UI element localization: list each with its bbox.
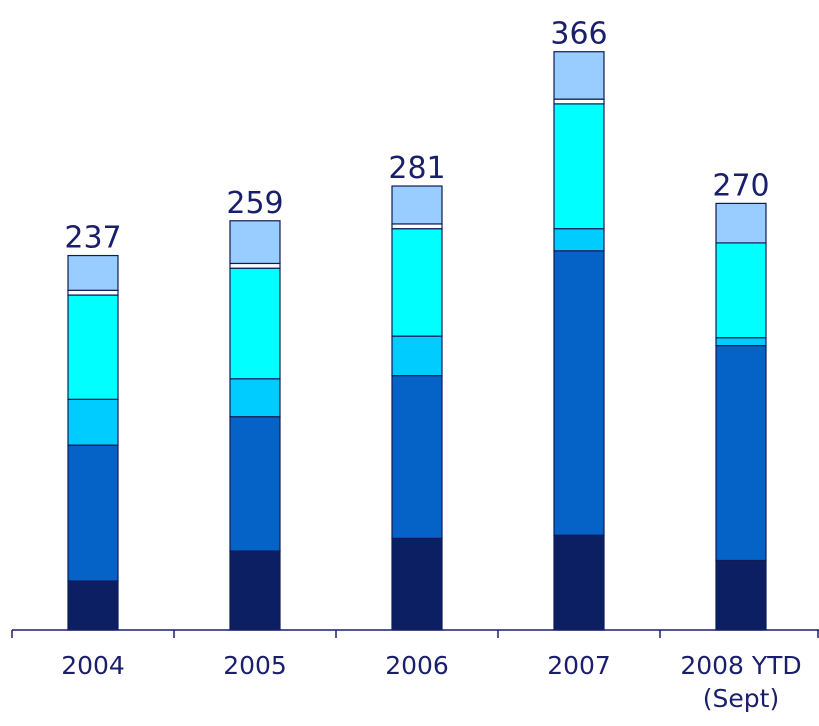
labels-group: 237 2004 259 2005 281 2006 366 2007 270 2008 YTD(…: [61, 17, 802, 713]
bar-segment-2006-s5: [391, 223, 443, 230]
bar-segment-2004-s3: [67, 398, 119, 446]
bar-segment-2008-s2: [715, 345, 767, 562]
bar-segment-2005-s4: [229, 267, 281, 380]
bar-segment-2007-s5: [553, 98, 605, 105]
bar-segment-2007-s2: [553, 250, 605, 536]
bar-segment-2006-s4: [391, 228, 443, 337]
bar-segment-2006-s6: [391, 185, 443, 225]
bar-segment-2008-s1: [715, 559, 767, 631]
bar-segment-2004-s5: [67, 289, 119, 296]
bar-segment-2007-s4: [553, 103, 605, 230]
total-label: 259: [226, 186, 283, 221]
x-tick-label: 2004: [61, 651, 125, 680]
bar-segment-2006-s1: [391, 537, 443, 631]
bar-segment-2005-s1: [229, 550, 281, 631]
bar-segment-2007-s3: [553, 228, 605, 252]
bar-segment-2004-s6: [67, 254, 119, 291]
x-tick-label: 2005: [223, 651, 287, 680]
bar-segment-2005-s5: [229, 262, 281, 269]
total-label: 281: [388, 151, 445, 186]
total-label: 366: [550, 17, 607, 52]
bar-segment-2007-s1: [553, 534, 605, 631]
x-tick-label: 2008 YTD (Sept): [680, 651, 801, 713]
bar-segment-2004-s4: [67, 294, 119, 400]
bar-segment-2004-s2: [67, 444, 119, 582]
bar-segment-2005-s3: [229, 378, 281, 418]
bar-segment-2008-s4: [715, 242, 767, 339]
x-axis: [11, 629, 819, 638]
bar-segment-2005-s6: [229, 220, 281, 265]
bar-segment-2008-s3: [715, 337, 767, 347]
bar-segment-2008-s6: [715, 202, 767, 244]
x-tick-label: 2006: [385, 651, 449, 680]
bar-segment-2004-s1: [67, 580, 119, 631]
bar-segment-2007-s6: [553, 51, 605, 100]
total-label: 237: [64, 221, 121, 256]
x-tick-label: 2007: [547, 651, 611, 680]
total-label: 270: [712, 168, 769, 203]
bar-segment-2006-s3: [391, 335, 443, 377]
bar-segment-2005-s2: [229, 416, 281, 552]
bar-segment-2006-s2: [391, 375, 443, 539]
bars-group: [67, 51, 767, 631]
